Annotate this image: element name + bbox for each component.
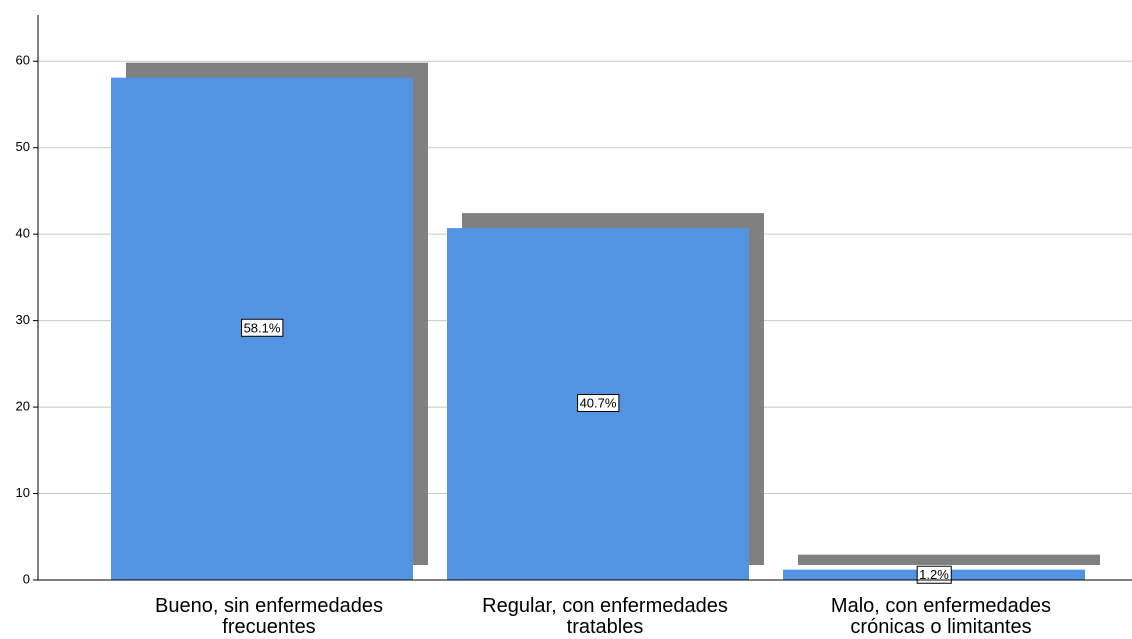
bar-shadow [798, 554, 1100, 565]
y-tick-label: 20 [16, 399, 30, 414]
value-label-box [916, 565, 952, 584]
y-tick-label: 0 [23, 571, 30, 586]
y-tick-label: 10 [16, 485, 30, 500]
value-label: 58.1% [244, 320, 281, 335]
y-tick-label: 50 [16, 139, 30, 154]
value-label-box [241, 318, 284, 337]
x-tick-label: Bueno, sin enfermedades frecuentes [155, 595, 383, 638]
x-tick-label: Malo, con enfermedades crónicas o limita… [830, 595, 1052, 638]
value-label: 1.2% [919, 567, 949, 582]
y-tick-label: 60 [16, 53, 30, 68]
value-label: 40.7% [580, 395, 617, 410]
y-tick-label: 30 [16, 312, 30, 327]
x-tick-label: Regular, con enfermedades tratables [482, 595, 728, 638]
y-tick-label: 40 [16, 226, 30, 241]
value-label-box [577, 393, 620, 412]
